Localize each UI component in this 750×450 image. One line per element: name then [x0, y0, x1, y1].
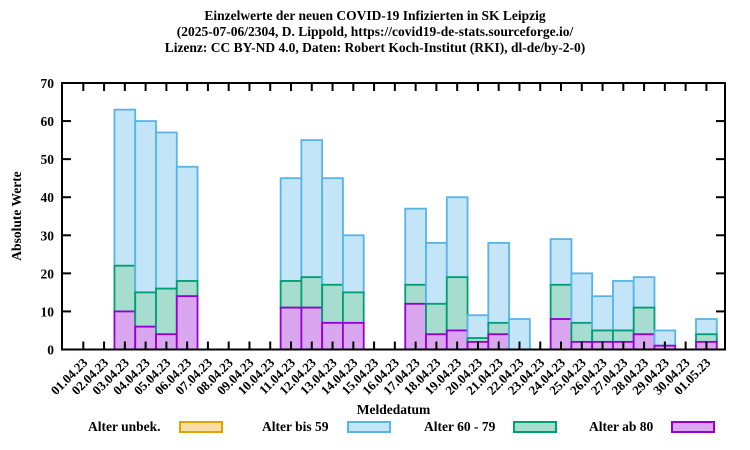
y-tick-label: 30 [41, 228, 55, 243]
chart-title-line1: Einzelwerte der neuen COVID-19 Infiziert… [204, 8, 546, 23]
y-tick-label: 40 [41, 190, 55, 205]
bar-segment-alter-60-79 [342, 291, 365, 324]
y-tick-label: 60 [41, 114, 55, 129]
legend-item-4: Alter ab 80 [589, 419, 716, 435]
legend-item-1: Alter unbek. [88, 419, 223, 435]
bar-segment-alter-60-79 [134, 291, 157, 328]
legend-item-3: Alter 60 - 79 [424, 419, 558, 435]
bar-segment-alter-bis-59 [175, 165, 199, 282]
bar-segment-alter-60-79 [300, 276, 324, 309]
legend-label: Alter 60 - 79 [424, 419, 496, 434]
bar-segment-alter-bis-59 [113, 108, 137, 267]
bar-segment-alter-60-79 [445, 276, 469, 332]
bar-segment-alter-60-79 [279, 280, 303, 309]
bar-segment-alter-bis-59 [342, 234, 365, 294]
bar-segment-alter-60-79 [404, 283, 427, 305]
bar-segment-alter-bis-59 [134, 120, 157, 294]
bar-segment-alter-bis-59 [591, 295, 614, 332]
legend-swatch [178, 421, 223, 433]
bar-segment-alter-bis-59 [155, 131, 178, 290]
y-tick-label: 70 [41, 76, 55, 91]
bar-segment-alter-60-79 [591, 329, 614, 343]
bar-segment-alter-bis-59 [445, 196, 469, 279]
bar-segment-alter-bis-59 [425, 241, 448, 305]
bar-segment-alter-bis-59 [695, 318, 718, 336]
bar-segment-alter-60-79 [695, 333, 718, 343]
legend-label: Alter ab 80 [589, 419, 654, 434]
x-axis-label: Meldedatum [356, 402, 431, 417]
bar-segment-alter-60-79 [612, 329, 635, 343]
legend-label: Alter unbek. [88, 419, 161, 434]
bar-segment-alter-bis-59 [404, 207, 427, 286]
chart-title-line2: (2025-07-06/2304, D. Lippold, https://co… [176, 24, 574, 39]
bar-segment-alter-bis-59 [300, 139, 324, 279]
bar-segment-alter-60-79 [632, 306, 656, 336]
legend-item-2: Alter bis 59 [262, 419, 391, 435]
bar-segment-alter-60-79 [425, 302, 448, 336]
bar-segment-alter-60-79 [487, 321, 510, 336]
bar-segment-alter-60-79 [113, 264, 137, 313]
y-tick-label: 10 [41, 304, 55, 319]
y-tick-label: 50 [41, 152, 55, 167]
bar-segment-alter-bis-59 [549, 238, 573, 286]
bar-segment-alter-bis-59 [279, 177, 303, 282]
plot-frame [61, 82, 726, 351]
bar-segment-alter-bis-59 [321, 177, 344, 286]
bar-segment-alter-60-79 [175, 280, 199, 298]
legend-label: Alter bis 59 [262, 419, 329, 434]
y-tick-label: 0 [47, 343, 54, 358]
bar-segment-alter-bis-59 [612, 280, 635, 332]
chart-title: Einzelwerte der neuen COVID-19 Infiziert… [0, 8, 750, 56]
bar-segment-alter-60-79 [321, 283, 344, 324]
y-tick-label: 20 [41, 266, 55, 281]
bar-segment-alter-bis-59 [466, 314, 490, 339]
legend-swatch [671, 421, 716, 433]
bar-segment-alter-60-79 [549, 283, 573, 320]
bar-segment-alter-bis-59 [570, 272, 594, 324]
bar-segment-alter-bis-59 [632, 276, 656, 309]
bar-segment-alter-60-79 [155, 287, 178, 336]
legend-swatch [346, 421, 391, 433]
chart-title-line3: Lizenz: CC BY-ND 4.0, Daten: Robert Koch… [164, 40, 586, 55]
bar-segment-alter-60-79 [570, 321, 594, 343]
bar-segment-alter-bis-59 [487, 241, 510, 324]
legend-swatch [513, 421, 558, 433]
